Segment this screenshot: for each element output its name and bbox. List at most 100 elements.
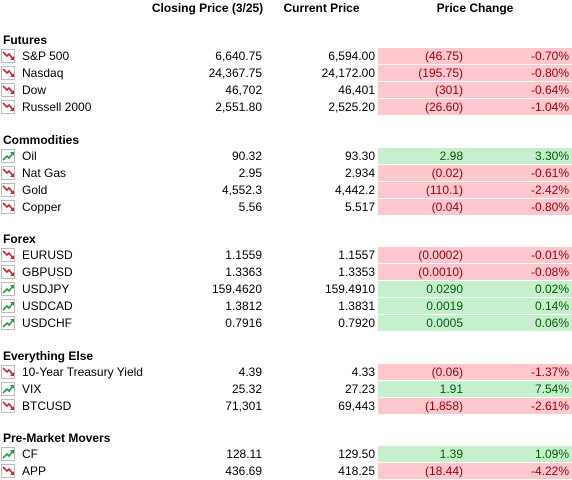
current-price: 6,594.00 xyxy=(328,49,375,64)
icon-cell xyxy=(0,247,19,264)
data-row: USDCHF 0.7916 0.7920 0.0005 0.06% xyxy=(0,314,572,332)
data-row: USDJPY 159.4620 159.4910 0.0290 0.02% xyxy=(0,280,572,298)
data-row: VIX 25.32 27.23 1.91 7.54% xyxy=(0,380,572,398)
trend-icon xyxy=(1,299,15,313)
spacer xyxy=(0,414,572,430)
percent-change: -0.80% xyxy=(466,198,572,216)
spacer xyxy=(0,215,572,231)
section-title: Pre-Market Movers xyxy=(3,431,111,445)
spacer-row xyxy=(0,414,572,430)
percent-change: 0.06% xyxy=(466,314,572,332)
trend-icon xyxy=(1,316,15,330)
current-price: 129.50 xyxy=(338,447,375,462)
closing-price: 25.32 xyxy=(231,381,262,396)
current-price: 4,442.2 xyxy=(334,182,375,197)
icon-cell xyxy=(0,364,19,381)
current-price: 24,172.00 xyxy=(321,66,375,80)
closing-price: 4,552.3 xyxy=(221,182,262,197)
closing-price: 46,702 xyxy=(225,83,262,97)
price-change: (18.44) xyxy=(378,462,466,480)
price-change: (0.0002) xyxy=(378,247,466,264)
icon-cell xyxy=(0,264,19,281)
section-title: Commodities xyxy=(3,132,80,147)
section-row: Everything Else xyxy=(0,348,572,364)
closing-price: 1.3812 xyxy=(225,299,262,313)
price-change: (301) xyxy=(378,81,466,99)
current-price: 5.517 xyxy=(344,199,375,214)
spacer xyxy=(0,116,572,132)
spacer xyxy=(0,16,572,32)
closing-price: 24,367.75 xyxy=(208,66,262,80)
current-price: 418.25 xyxy=(338,464,375,478)
icon-cell xyxy=(0,463,19,480)
current-price: 46,401 xyxy=(338,83,375,97)
trend-icon xyxy=(1,447,15,462)
price-change: 0.0290 xyxy=(378,280,466,298)
percent-change: -0.01% xyxy=(466,247,572,264)
spacer-row xyxy=(0,16,572,32)
current-price: 0.7920 xyxy=(338,316,375,330)
percent-change: -0.64% xyxy=(466,81,572,99)
percent-change: 1.09% xyxy=(466,446,572,463)
trend-icon xyxy=(1,265,15,279)
percent-change: -1.37% xyxy=(466,363,572,381)
trend-icon xyxy=(1,165,15,180)
closing-price: 4.39 xyxy=(238,364,262,379)
percent-change: 3.30% xyxy=(466,147,572,165)
current-price: 69,443 xyxy=(338,398,375,413)
price-change: (0.02) xyxy=(378,164,466,182)
data-row: 10-Year Treasury Yield 4.39 4.33 (0.06) -1.3… xyxy=(0,363,572,381)
percent-change: -0.61% xyxy=(466,164,572,182)
header-row: Closing Price (3/25) Current Price Price… xyxy=(0,0,572,16)
data-row: Nasdaq 24,367.75 24,172.00 (195.75) -0.80% xyxy=(0,64,572,82)
instrument: Gold xyxy=(22,182,48,197)
percent-change: -4.22% xyxy=(466,462,572,480)
current-price: 159.4910 xyxy=(324,282,375,296)
trend-icon xyxy=(1,83,15,97)
trend-icon xyxy=(1,148,15,163)
closing-price: 436.69 xyxy=(225,464,262,478)
section-title: Everything Else xyxy=(3,348,94,363)
section-row: Futures xyxy=(0,32,572,48)
icon-cell xyxy=(0,65,19,82)
instrument: EURUSD xyxy=(22,248,73,263)
price-change: 0.0019 xyxy=(378,297,466,315)
trend-icon xyxy=(1,248,15,263)
data-row: Dow 46,702 46,401 (301) -0.64% xyxy=(0,81,572,99)
price-change: (110.1) xyxy=(378,181,466,199)
closing-price: 1.3363 xyxy=(225,265,262,279)
trend-icon xyxy=(1,464,15,478)
instrument: BTCUSD xyxy=(22,398,72,413)
instrument: USDJPY xyxy=(22,282,70,296)
section-row: Commodities xyxy=(0,132,572,148)
data-row: Gold 4,552.3 4,442.2 (110.1) -2.42% xyxy=(0,181,572,199)
current-price: 4.33 xyxy=(351,364,375,379)
trend-icon xyxy=(1,49,15,64)
percent-change: -2.61% xyxy=(466,397,572,415)
trend-icon xyxy=(1,381,15,396)
icon-cell xyxy=(0,99,19,116)
instrument: 10-Year Treasury Yield xyxy=(22,364,143,379)
trend-icon xyxy=(1,398,15,413)
closing-price: 71,301 xyxy=(225,398,262,413)
closing-price: 0.7916 xyxy=(225,316,262,330)
price-change: 0.0005 xyxy=(378,314,466,332)
icon-cell xyxy=(0,148,19,165)
icon-cell xyxy=(0,198,19,215)
closing-price: 5.56 xyxy=(238,199,262,214)
percent-change: 0.14% xyxy=(466,297,572,315)
trend-icon xyxy=(1,182,15,197)
price-change: 1.91 xyxy=(378,380,466,398)
spacer-row xyxy=(0,332,572,348)
trend-icon xyxy=(1,364,15,379)
percent-change: 0.02% xyxy=(466,280,572,298)
price-change: (0.04) xyxy=(378,198,466,216)
current-price: 27.23 xyxy=(344,381,375,396)
header-change: Price Change xyxy=(436,1,514,15)
current-price: 1.3831 xyxy=(338,299,375,313)
current-price: 2.934 xyxy=(344,165,375,180)
price-change: 2.98 xyxy=(378,147,466,165)
icon-cell xyxy=(0,82,19,99)
header-closing: Closing Price (3/25) xyxy=(151,1,264,15)
